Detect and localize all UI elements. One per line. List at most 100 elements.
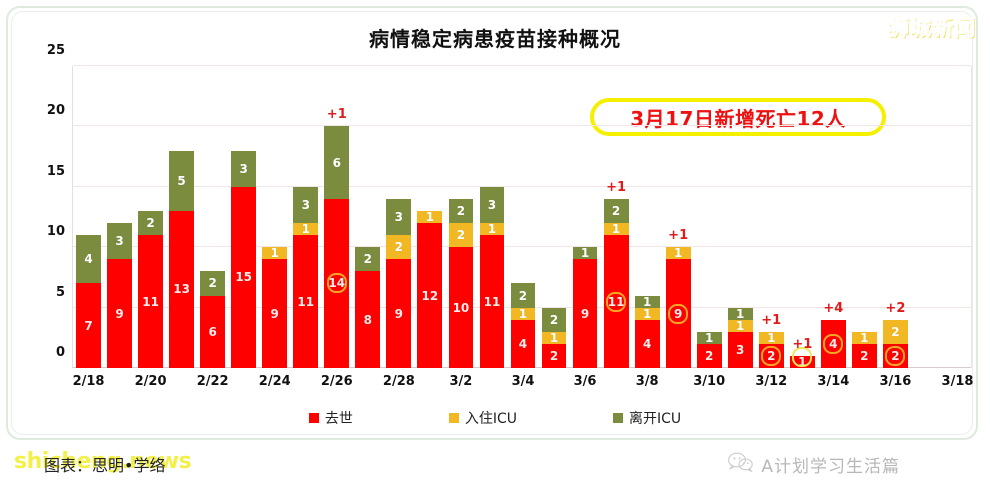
bar-column[interactable]: 11 2 — [138, 210, 163, 368]
legend-item-deaths[interactable]: 去世 — [308, 408, 353, 428]
bar-segment-red: 9 — [386, 259, 412, 368]
bar-column[interactable]: 11 1 3 — [293, 186, 319, 368]
bar-segment-olive: 6 — [324, 126, 350, 199]
x-axis-tick: 3/8 — [635, 374, 659, 389]
bar-segment-red: 9 — [572, 259, 598, 368]
legend-swatch-icon — [448, 413, 459, 423]
bar-segment-olive: 1 — [572, 247, 598, 260]
x-axis-tick: 3/16 — [879, 374, 912, 389]
brand-logo: 狮城新闻 — [888, 16, 976, 41]
y-axis-tick: 5 — [55, 284, 65, 300]
bar-segment-red: 6 — [200, 295, 226, 368]
x-axis-tick: 3/14 — [817, 374, 850, 389]
bar-column[interactable]: 1 +1 — [789, 337, 815, 368]
x-axis-tick: 3/12 — [755, 374, 788, 389]
bar-segment-yellow: 1 — [634, 307, 660, 320]
y-axis-tick: 20 — [46, 103, 65, 119]
bar-segment-olive: 1 — [634, 295, 660, 308]
bar-segment-value: 2 — [146, 216, 155, 231]
bar-segment-yellow: 1 — [727, 319, 753, 332]
bar-column[interactable]: 13 5 — [169, 150, 195, 368]
bar-column[interactable]: 4 1 2 — [510, 283, 536, 368]
bar-segment-olive: 3 — [107, 223, 132, 260]
bar-column[interactable]: 9 1 +1 — [665, 228, 691, 368]
x-axis-tick: 2/18 — [72, 374, 105, 389]
bar-segment-value: 1 — [270, 247, 279, 260]
bar-segment-value: 3 — [487, 197, 497, 212]
bar-segment-value: 4 — [84, 252, 93, 267]
bar-segment-red: 12 — [417, 223, 443, 368]
y-axis-tick: 15 — [46, 163, 65, 179]
bar-column[interactable]: 11 1 2 +1 — [603, 180, 629, 368]
bar-segment-value: 3 — [115, 234, 124, 249]
bar-segment-olive: 3 — [479, 186, 505, 224]
bar-segment-yellow: 1 — [603, 223, 629, 236]
bar-column[interactable]: 15 3 — [231, 150, 257, 368]
bar-column[interactable]: 2 1 2 — [541, 307, 567, 368]
bar-segment-value: 8 — [363, 312, 372, 327]
bar-segment-value: 2 — [363, 252, 372, 267]
bar-column[interactable]: 11 1 3 — [479, 186, 505, 368]
bar-segment-olive: 2 — [603, 198, 629, 224]
bar-segment-red: 9 — [665, 259, 691, 368]
bar-column[interactable]: 10 2 2 — [448, 198, 474, 368]
bar-segment-red: 2 — [696, 343, 722, 368]
x-axis-tick: 2/20 — [134, 374, 167, 389]
bar-segment-value: 5 — [177, 173, 186, 188]
bar-segment-yellow: 1 — [479, 223, 505, 236]
legend-item-icu_out[interactable]: 离开ICU — [613, 408, 681, 428]
bar-segment-value: 1 — [487, 223, 497, 236]
bar-segment-red: 2 — [883, 343, 908, 368]
bar-segment-red: 2 — [541, 343, 567, 368]
bar-segment-value: 2 — [549, 348, 559, 363]
bar-segment-red: 2 — [758, 343, 784, 368]
bar-segment-olive: 2 — [200, 271, 226, 296]
x-axis-tick: 2/22 — [196, 374, 229, 389]
gridline — [73, 125, 971, 127]
bar-segment-value: 10 — [452, 300, 470, 315]
bar-segment-value: 2 — [208, 276, 217, 291]
bar-segment-red: 8 — [355, 271, 381, 368]
bar-column[interactable]: 2 1 +1 — [758, 313, 784, 368]
death-callout-text: 3月17日新增死亡12人 — [630, 106, 846, 131]
bar-segment-value: 2 — [549, 312, 559, 327]
bar-segment-red: 1 — [789, 355, 815, 368]
site-watermark: shicheng.news — [14, 449, 192, 474]
bar-segment-value: 1 — [736, 307, 745, 320]
bar-segment-red: 15 — [231, 186, 257, 368]
bar-column[interactable]: 2 2 +2 — [883, 301, 908, 368]
bar-segment-value: 2 — [456, 203, 466, 218]
legend-item-icu_in[interactable]: 入住ICU — [448, 408, 517, 428]
bar-column[interactable]: 4 +4 — [820, 301, 846, 368]
bar-segment-value: 2 — [611, 203, 621, 218]
bar-segment-value: 14 — [328, 276, 346, 291]
x-axis-tick: 3/10 — [693, 374, 726, 389]
legend-swatch-icon — [613, 413, 623, 423]
bar-segment-red: 10 — [448, 247, 474, 368]
bar-column[interactable]: 14 6 +1 — [324, 107, 350, 368]
bar-segment-yellow: 1 — [262, 247, 288, 260]
legend-swatch-icon — [308, 413, 319, 423]
bar-segment-red: 14 — [324, 198, 350, 368]
chart-legend: 去世 入住ICU 离开ICU — [0, 408, 990, 428]
bar-segment-value: 6 — [332, 155, 341, 170]
bar-segment-value: 9 — [394, 306, 404, 321]
bar-column[interactable]: 9 2 3 — [386, 198, 412, 368]
bar-segment-value: 1 — [580, 247, 590, 260]
bar-segment-value: 3 — [736, 342, 745, 357]
bar-segment-yellow: 2 — [883, 319, 908, 344]
legend-label: 入住ICU — [464, 411, 517, 427]
bar-column[interactable]: 12 1 — [417, 210, 443, 368]
bar-segment-olive: 2 — [448, 198, 474, 224]
bar-segment-red: 7 — [76, 283, 101, 368]
